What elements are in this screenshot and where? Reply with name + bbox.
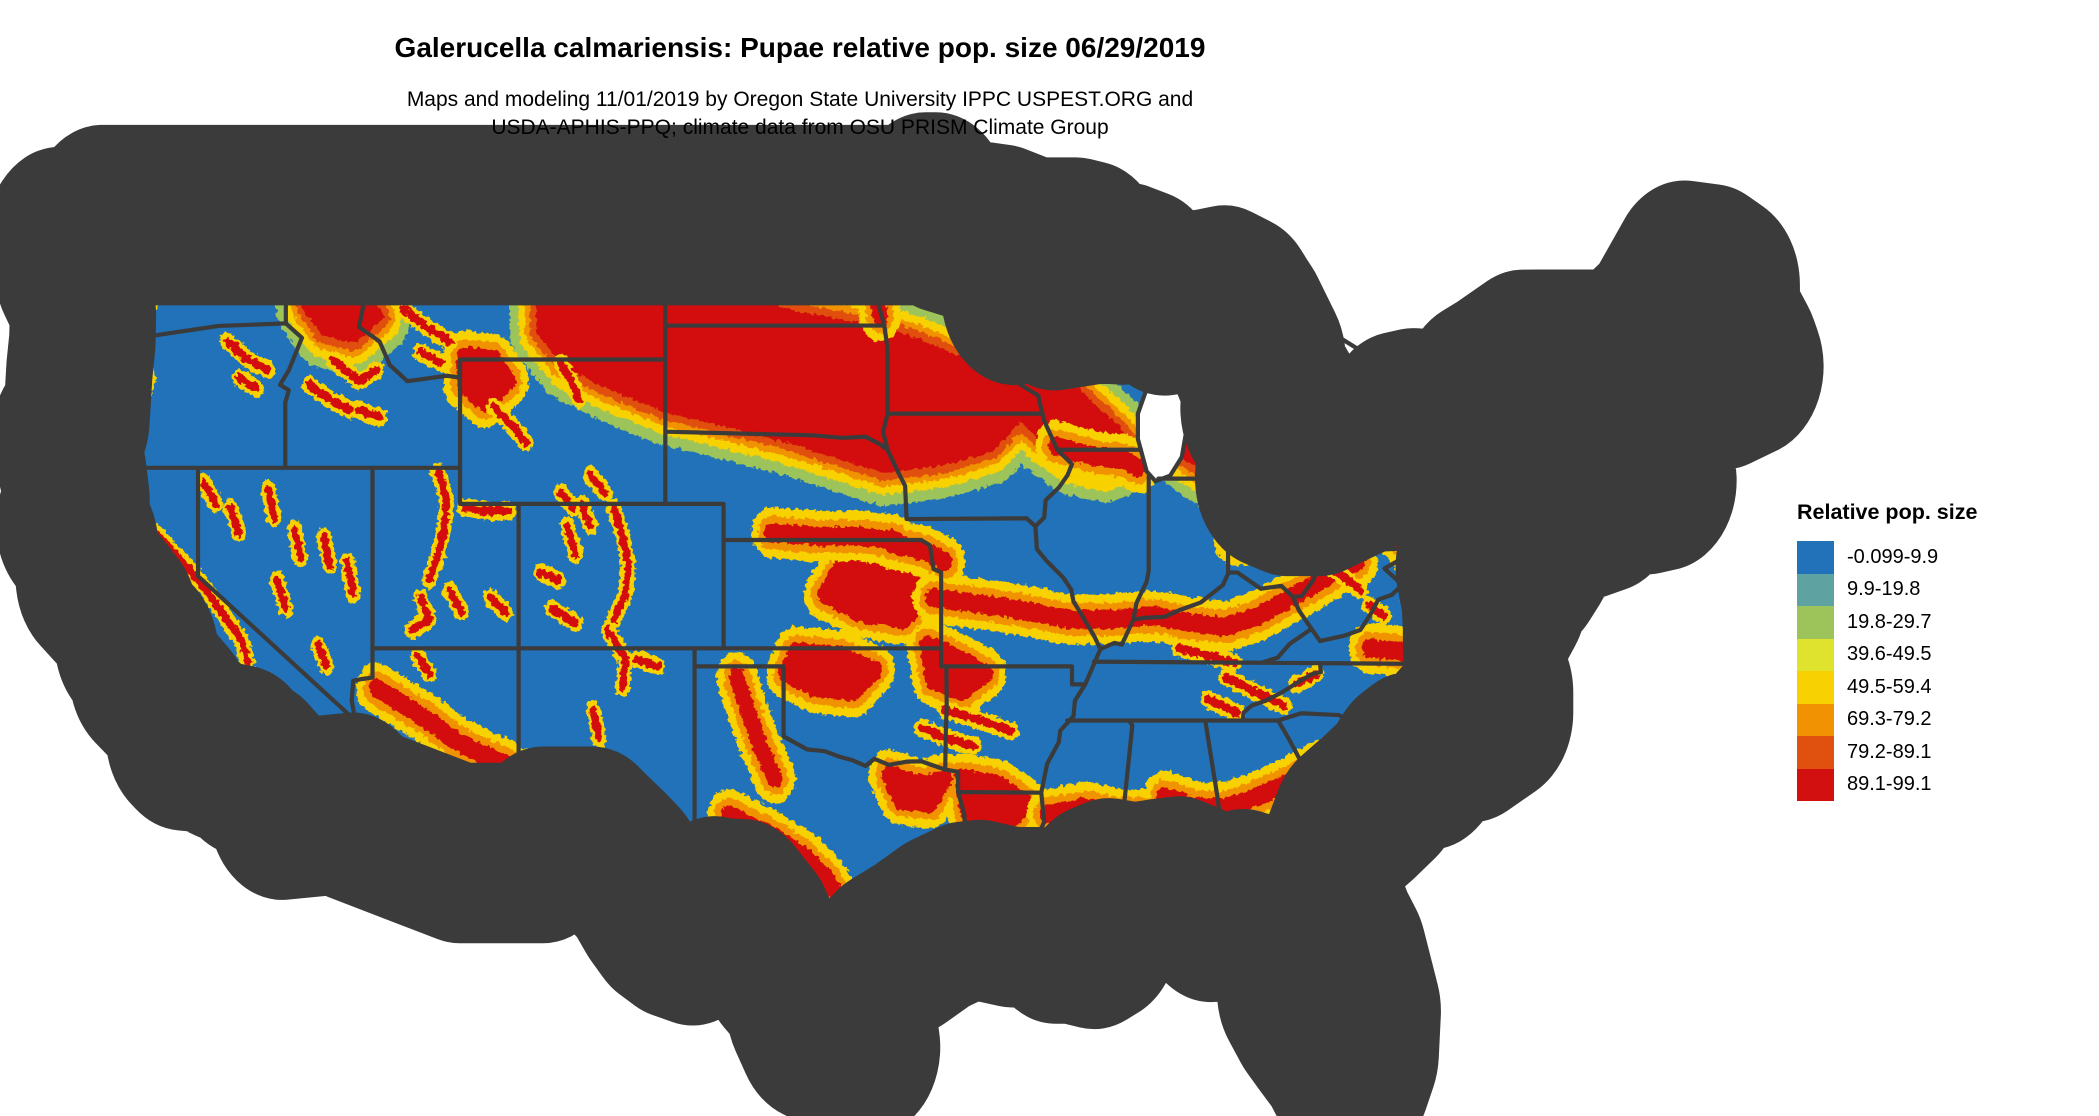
legend-swatch [1797, 736, 1834, 769]
legend-item: 69.3-79.2 [1797, 703, 2099, 736]
legend-item: -0.099-9.9 [1797, 541, 2099, 574]
subtitle-line-1: Maps and modeling 11/01/2019 by Oregon S… [406, 88, 1194, 111]
legend-swatch [1797, 606, 1834, 639]
legend-item: 39.6-49.5 [1797, 638, 2099, 671]
legend-swatch [1797, 638, 1834, 671]
legend-item: 9.9-19.8 [1797, 573, 2099, 606]
map-legend: Relative pop. size -0.099-9.9 9.9-19.8 1… [1797, 500, 2099, 801]
legend-label: -0.099-9.9 [1847, 545, 1939, 568]
legend-swatch [1797, 768, 1834, 801]
legend-label: 39.6-49.5 [1847, 643, 1932, 666]
legend-item: 19.8-29.7 [1797, 606, 2099, 639]
legend-label: 49.5-59.4 [1847, 675, 1932, 698]
legend-label: 79.2-89.1 [1847, 740, 1932, 763]
legend-item: 89.1-99.1 [1797, 768, 2099, 801]
page-title: Galerucella calmariensis: Pupae relative… [394, 32, 1206, 63]
legend-label: 69.3-79.2 [1847, 708, 1932, 731]
subtitle-line-2: USDA-APHIS-PPQ; climate data from OSU PR… [491, 116, 1109, 139]
legend-label: 19.8-29.7 [1847, 610, 1932, 633]
figure-header: Galerucella calmariensis: Pupae relative… [0, 30, 1600, 142]
legend-title: Relative pop. size [1797, 500, 1978, 524]
map-line-work [0, 202, 1751, 1076]
legend-swatch [1797, 541, 1834, 574]
legend-label: 9.9-19.8 [1847, 578, 1921, 601]
legend-swatch [1797, 573, 1834, 606]
legend-item: 49.5-59.4 [1797, 671, 2099, 704]
legend-swatch [1797, 703, 1834, 736]
legend-item: 79.2-89.1 [1797, 736, 2099, 769]
legend-label: 89.1-99.1 [1847, 773, 1932, 796]
legend-swatch [1797, 671, 1834, 704]
